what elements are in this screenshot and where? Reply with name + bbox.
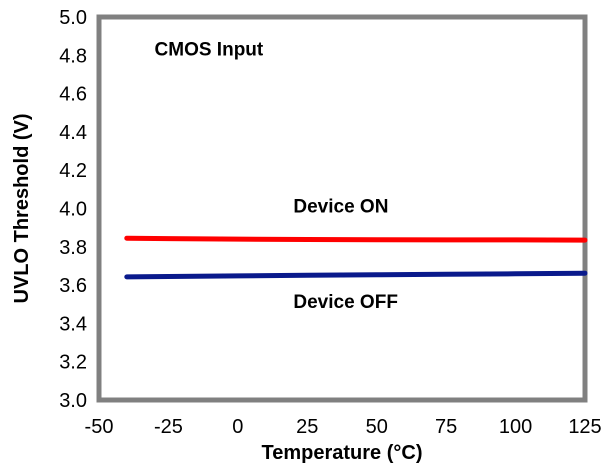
- series-line-device-on: [124, 235, 588, 243]
- x-tick-label: -25: [154, 416, 183, 438]
- x-tick-label: 25: [296, 416, 318, 438]
- annotations: CMOS Input Device ON Device OFF: [155, 39, 398, 313]
- y-tick-label: 4.8: [59, 45, 87, 67]
- x-tick-labels: -50 -25 0 25 50 75 100 125: [85, 416, 602, 438]
- y-tick-label: 3.6: [59, 275, 87, 297]
- y-tick-label: 3.0: [59, 390, 87, 412]
- y-tick-label: 5.0: [59, 7, 87, 29]
- x-tick-label: 50: [366, 416, 388, 438]
- annotation-label: Device OFF: [293, 292, 398, 313]
- y-tick-labels: 3.0 3.2 3.4 3.6 3.8 4.0 4.2 4.4 4.6 4.8 5.0: [59, 7, 87, 412]
- x-tick-label: 125: [568, 416, 601, 438]
- y-axis-label: UVLO Threshold (V): [11, 114, 33, 304]
- y-tick-label: 4.4: [59, 122, 87, 144]
- x-tick-label: 75: [435, 416, 457, 438]
- y-tick-label: 3.8: [59, 237, 87, 259]
- x-tick-label: -50: [85, 416, 114, 438]
- series-line-device-off: [124, 270, 588, 280]
- x-axis-label: Temperature (°C): [262, 442, 423, 464]
- y-tick-label: 3.2: [59, 352, 87, 374]
- x-tick-label: 100: [499, 416, 532, 438]
- y-tick-label: 3.4: [59, 313, 87, 335]
- y-tick-label: 4.6: [59, 84, 87, 106]
- plot-area: [96, 14, 588, 403]
- annotation-label: Device ON: [293, 196, 388, 217]
- y-tick-label: 4.0: [59, 199, 87, 221]
- x-tick-label: 0: [232, 416, 243, 438]
- series-layer: [124, 235, 588, 280]
- y-tick-label: 4.2: [59, 160, 87, 182]
- annotation-label: CMOS Input: [155, 39, 264, 60]
